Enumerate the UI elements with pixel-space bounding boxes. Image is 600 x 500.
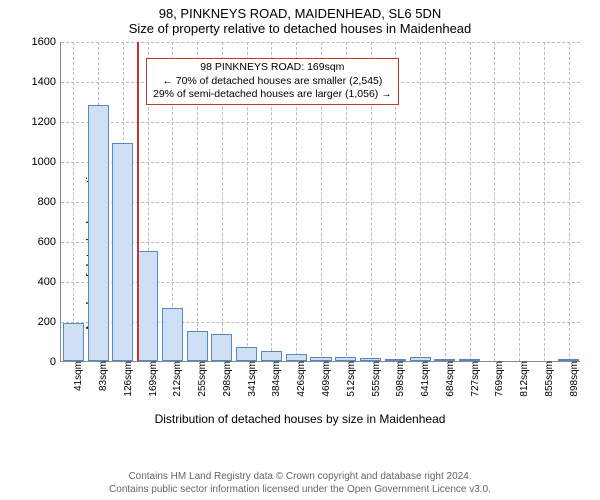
histogram-bar	[112, 143, 133, 361]
x-tick-label: 727sqm	[466, 361, 481, 397]
histogram-bar	[360, 358, 381, 361]
x-tick-label: 298sqm	[218, 361, 233, 397]
reference-line	[137, 42, 139, 361]
chart-container: 98, PINKNEYS ROAD, MAIDENHEAD, SL6 5DN S…	[0, 0, 600, 500]
y-tick-label: 1400	[32, 76, 61, 88]
x-tick-label: 598sqm	[391, 361, 406, 397]
histogram-bar	[286, 354, 307, 361]
histogram-bar	[434, 359, 455, 361]
histogram-bar	[385, 359, 406, 361]
footer-line-2: Contains public sector information licen…	[0, 484, 600, 497]
x-tick-label: 855sqm	[540, 361, 555, 397]
y-tick-label: 600	[38, 236, 61, 248]
x-tick-label: 426sqm	[292, 361, 307, 397]
x-axis-label: Distribution of detached houses by size …	[0, 412, 600, 426]
y-tick-label: 800	[38, 196, 61, 208]
footer-line-1: Contains HM Land Registry data © Crown c…	[0, 471, 600, 484]
x-tick-label: 898sqm	[565, 361, 580, 397]
info-box: 98 PINKNEYS ROAD: 169sqm← 70% of detache…	[146, 58, 399, 105]
gridline-v	[569, 42, 570, 361]
histogram-bar	[558, 359, 579, 361]
x-tick-label: 41sqm	[69, 361, 84, 391]
histogram-bar	[236, 347, 257, 361]
histogram-bar	[261, 351, 282, 361]
x-tick-label: 83sqm	[94, 361, 109, 391]
gridline-v	[544, 42, 545, 361]
x-tick-label: 212sqm	[168, 361, 183, 397]
info-box-line: 98 PINKNEYS ROAD: 169sqm	[153, 61, 392, 75]
x-tick-label: 512sqm	[342, 361, 357, 397]
gridline-v	[519, 42, 520, 361]
x-tick-label: 812sqm	[515, 361, 530, 397]
gridline-v	[470, 42, 471, 361]
histogram-bar	[187, 331, 208, 361]
histogram-bar	[63, 323, 84, 361]
gridline-v	[420, 42, 421, 361]
y-tick-label: 1600	[32, 36, 61, 48]
y-tick-label: 400	[38, 276, 61, 288]
title-sub: Size of property relative to detached ho…	[0, 21, 600, 40]
chart-area: Number of detached properties 0200400600…	[0, 42, 600, 452]
x-tick-label: 641sqm	[416, 361, 431, 397]
gridline-v	[73, 42, 74, 361]
y-tick-label: 1200	[32, 116, 61, 128]
histogram-bar	[410, 357, 431, 361]
histogram-bar	[88, 105, 109, 361]
histogram-bar	[137, 251, 158, 361]
y-tick-label: 0	[50, 356, 61, 368]
histogram-bar	[335, 357, 356, 361]
x-tick-label: 169sqm	[144, 361, 159, 397]
x-tick-label: 384sqm	[267, 361, 282, 397]
x-tick-label: 341sqm	[243, 361, 258, 397]
histogram-bar	[459, 359, 480, 361]
y-tick-label: 1000	[32, 156, 61, 168]
title-main: 98, PINKNEYS ROAD, MAIDENHEAD, SL6 5DN	[0, 0, 600, 21]
x-tick-label: 684sqm	[441, 361, 456, 397]
x-tick-label: 255sqm	[193, 361, 208, 397]
x-tick-label: 126sqm	[119, 361, 134, 397]
gridline-v	[494, 42, 495, 361]
gridline-v	[445, 42, 446, 361]
x-tick-label: 469sqm	[317, 361, 332, 397]
info-box-line: 29% of semi-detached houses are larger (…	[153, 88, 392, 102]
histogram-bar	[211, 334, 232, 361]
footer: Contains HM Land Registry data © Crown c…	[0, 471, 600, 496]
x-tick-label: 769sqm	[490, 361, 505, 397]
y-tick-label: 200	[38, 316, 61, 328]
x-tick-label: 555sqm	[367, 361, 382, 397]
info-box-line: ← 70% of detached houses are smaller (2,…	[153, 75, 392, 89]
histogram-bar	[310, 357, 331, 361]
plot-area: 0200400600800100012001400160041sqm83sqm1…	[60, 42, 580, 362]
histogram-bar	[162, 308, 183, 361]
